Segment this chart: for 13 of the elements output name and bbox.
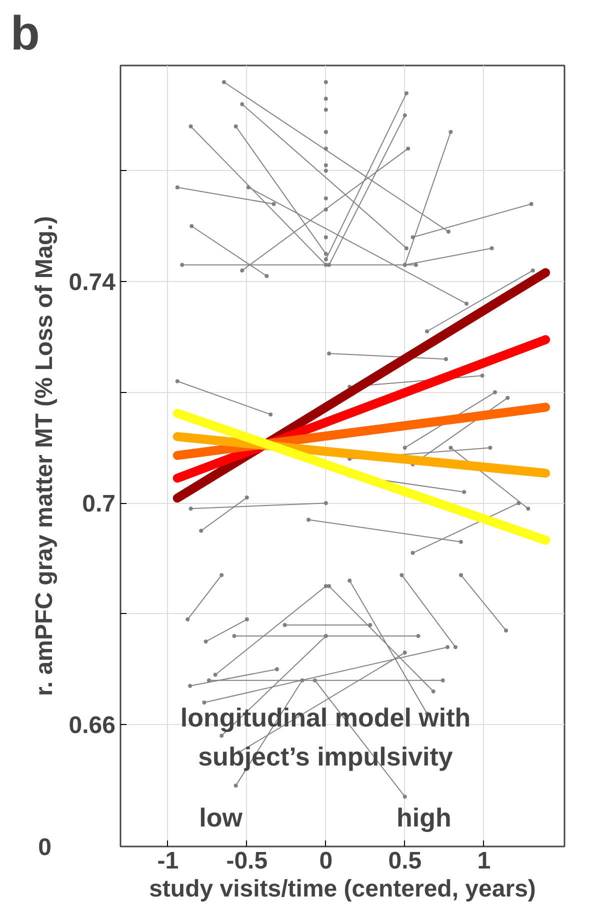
x-tick-label: 0.5 xyxy=(388,848,422,874)
x-tick-label: -0.5 xyxy=(226,848,268,874)
x-tick-label: 1 xyxy=(477,848,491,874)
x-tick-label: 0 xyxy=(319,848,333,874)
x-axis-title: study visits/time (centered, years) xyxy=(149,876,536,902)
annotation: high xyxy=(396,802,452,832)
y-tick-label: 0.74 xyxy=(68,269,116,296)
annotation: low xyxy=(199,802,244,832)
y-axis-title: r. amPFC gray matter MT (% Loss of Mag.) xyxy=(30,216,58,696)
y-tick-label: 0.7 xyxy=(82,490,116,518)
x-tick-label: -1 xyxy=(157,848,179,874)
y-tick-label: 0.66 xyxy=(68,712,116,740)
chart-title: b xyxy=(10,8,40,60)
